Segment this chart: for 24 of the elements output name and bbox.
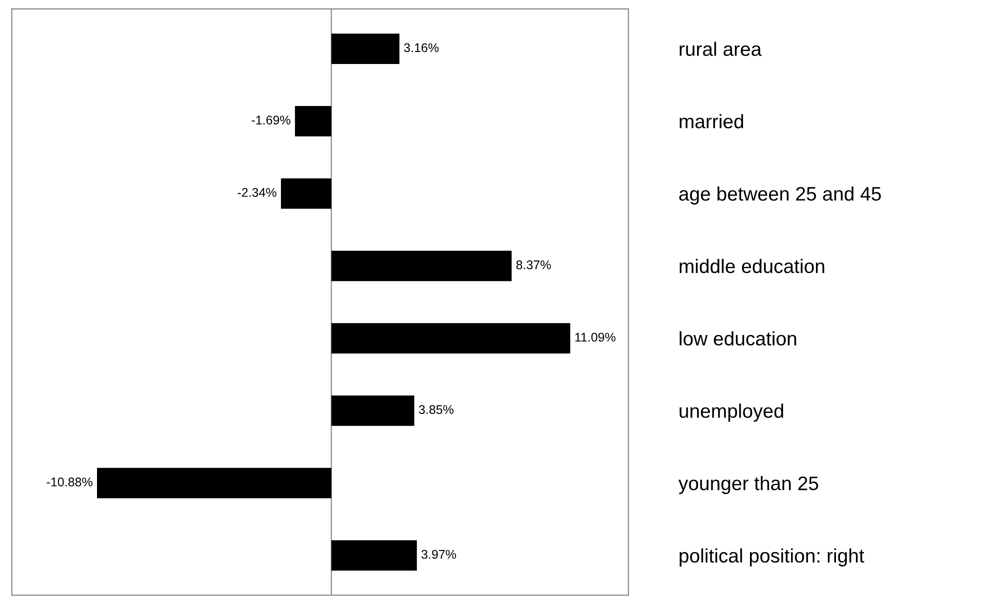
- data-label: 3.97%: [422, 550, 456, 559]
- bar: [331, 250, 512, 282]
- y-tick-label: low education: [680, 331, 796, 346]
- y-tick-label: middle education: [680, 258, 824, 274]
- data-label: 8.37%: [516, 260, 551, 270]
- bar: [331, 34, 400, 64]
- bar: [331, 323, 570, 354]
- bar: [331, 395, 414, 426]
- bar: [294, 106, 332, 136]
- data-label: -10.88%: [46, 478, 92, 486]
- y-tick-label: unemployed: [680, 404, 784, 422]
- y-tick-label: younger than 25: [678, 476, 818, 494]
- data-label: 3.85%: [418, 405, 454, 414]
- y-tick-label: rural area: [680, 42, 762, 56]
- data-label: 11.09%: [575, 332, 616, 342]
- bar: [331, 540, 417, 571]
- data-label: 3.16%: [404, 43, 439, 52]
- y-tick-label: age between 25 and 45: [679, 186, 881, 205]
- data-label: -2.34%: [238, 188, 276, 197]
- y-tick-label: married: [680, 114, 744, 128]
- y-tick-label: political position: right: [680, 548, 864, 566]
- data-label: -1.69%: [252, 116, 290, 124]
- bar: [97, 468, 332, 498]
- bar: [280, 178, 332, 209]
